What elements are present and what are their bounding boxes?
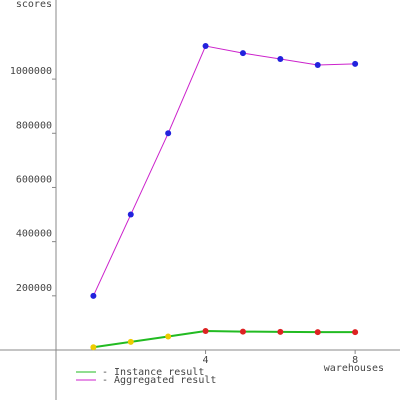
point bbox=[165, 130, 172, 137]
x-tick-label: 4 bbox=[203, 355, 209, 366]
series-line bbox=[93, 330, 356, 349]
legend-label: - Instance result bbox=[102, 367, 204, 378]
y-tick-label: 400000 bbox=[16, 229, 52, 240]
point bbox=[127, 211, 134, 218]
point bbox=[90, 344, 97, 351]
point bbox=[202, 328, 209, 335]
y-tick-label: 600000 bbox=[16, 174, 52, 185]
x-axis-label: warehouses bbox=[324, 363, 384, 374]
point bbox=[239, 328, 246, 335]
point bbox=[352, 329, 359, 336]
legend-label: - Aggregated result bbox=[102, 375, 216, 386]
point bbox=[90, 292, 97, 299]
point bbox=[314, 329, 321, 336]
point bbox=[165, 333, 172, 340]
point bbox=[202, 43, 209, 50]
point bbox=[352, 60, 359, 67]
point bbox=[314, 62, 321, 69]
y-axis-label: scores bbox=[16, 0, 52, 10]
point bbox=[277, 328, 284, 335]
y-tick-label: 200000 bbox=[16, 283, 52, 294]
point bbox=[127, 338, 134, 345]
point bbox=[277, 56, 284, 63]
point bbox=[239, 50, 246, 57]
x-tick-label: 8 bbox=[352, 355, 358, 366]
y-tick-label: 800000 bbox=[16, 120, 52, 131]
y-tick-label: 1000000 bbox=[10, 66, 52, 77]
series-line bbox=[92, 45, 356, 297]
